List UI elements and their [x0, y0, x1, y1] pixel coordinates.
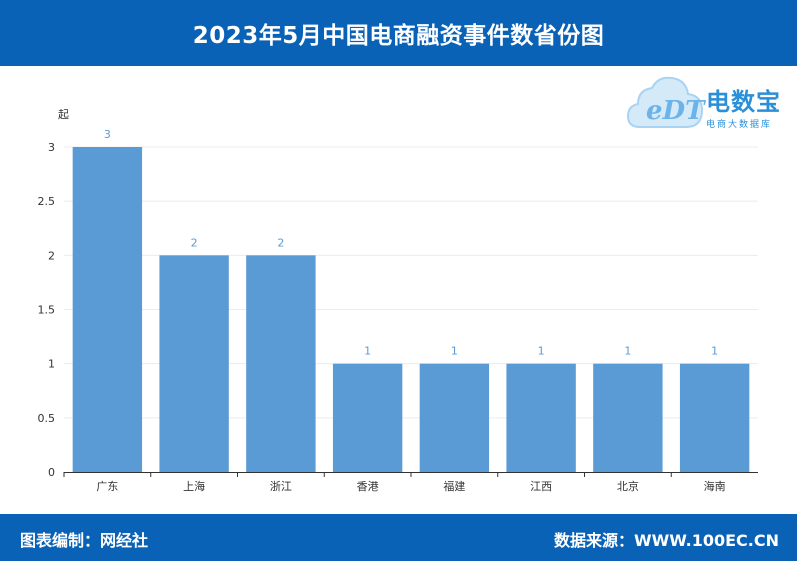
bar [159, 255, 229, 472]
chart-title: 2023年5月中国电商融资事件数省份图 [192, 23, 605, 49]
logo-subtitle: 电商大数据库 [706, 120, 773, 130]
bar [679, 363, 750, 472]
y-tick-label: 0.5 [38, 412, 56, 425]
data-label: 2 [191, 236, 198, 249]
data-label: 1 [711, 345, 718, 358]
bar [332, 363, 403, 472]
data-label: 3 [104, 128, 111, 141]
x-tick-label: 江西 [530, 480, 552, 493]
logo-title: 电数宝 [706, 88, 781, 116]
data-label: 1 [538, 345, 545, 358]
footer-source: 数据来源：WWW.100EC.CN [553, 531, 779, 550]
x-tick-label: 香港 [357, 480, 379, 493]
logo-mark: eDT [646, 96, 705, 126]
data-labels: 3 2 2 1 1 1 1 1 [104, 128, 718, 358]
y-tick-labels: 0 0.5 1 1.5 2 2.5 3 [38, 141, 56, 479]
cloud-icon [626, 76, 704, 128]
footer-banner: 图表编制：网经社 数据来源：WWW.100EC.CN [0, 514, 797, 561]
x-tick-label: 福建 [443, 479, 465, 493]
footer-credit: 图表编制：网经社 [20, 531, 149, 550]
data-label: 1 [364, 345, 371, 358]
x-tick-labels: 广东 上海 浙江 香港 福建 江西 北京 海南 [63, 472, 726, 493]
y-tick-label: 0 [48, 466, 55, 479]
y-tick-label: 1.5 [38, 304, 56, 317]
x-tick-label: 海南 [704, 479, 726, 493]
x-tick-label: 广东 [96, 480, 118, 493]
bar [72, 147, 143, 472]
y-tick-label: 2.5 [38, 195, 56, 208]
data-label: 1 [624, 345, 631, 358]
bar [593, 363, 663, 472]
x-tick-label: 浙江 [270, 480, 292, 493]
x-tick-label: 上海 [183, 479, 205, 493]
bars [72, 147, 750, 472]
data-label: 2 [277, 236, 284, 249]
chart-title-banner: 2023年5月中国电商融资事件数省份图 [0, 0, 797, 66]
bar [246, 255, 316, 472]
edt-logo [626, 72, 791, 134]
data-label: 1 [451, 345, 458, 358]
x-tick-label: 北京 [617, 479, 639, 493]
y-axis-label: 起 [58, 108, 69, 121]
bar [419, 363, 490, 472]
y-tick-label: 1 [48, 358, 55, 371]
bar [506, 363, 576, 472]
y-tick-label: 2 [48, 249, 55, 262]
y-tick-label: 3 [48, 141, 55, 154]
